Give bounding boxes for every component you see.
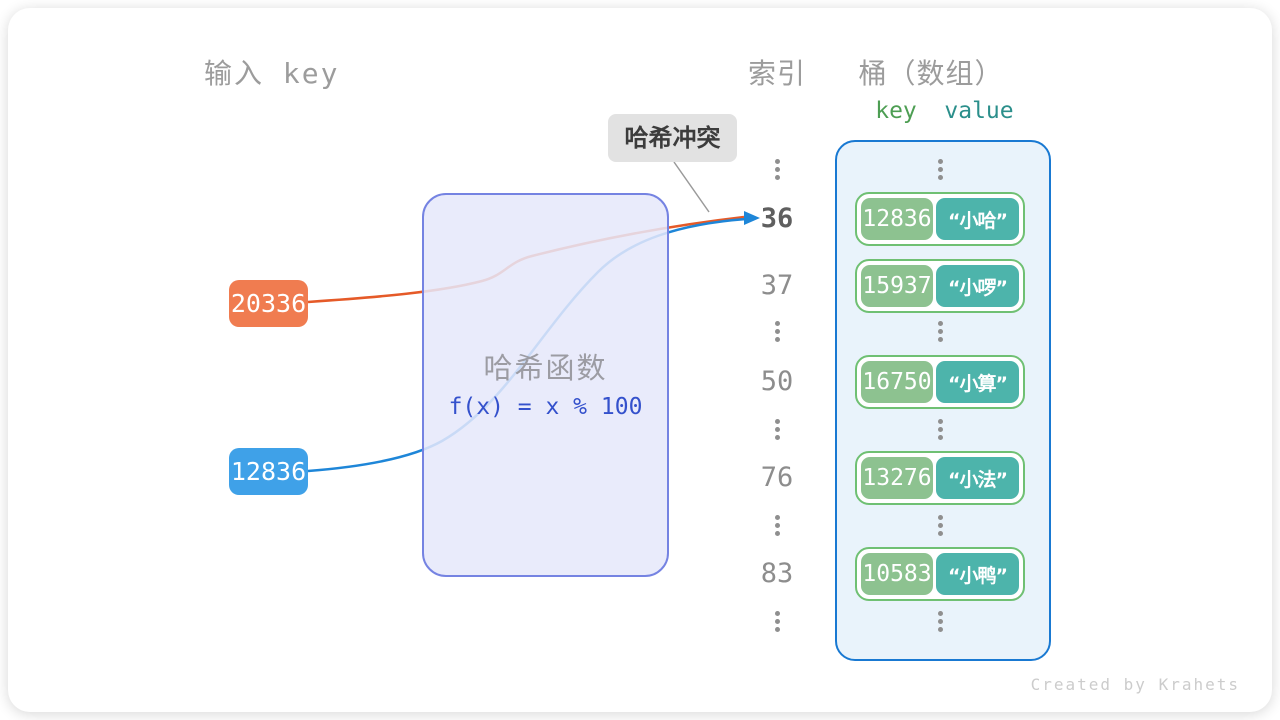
bucket-entry: 12836 “小哈” bbox=[855, 192, 1025, 246]
key-header-label: key bbox=[875, 98, 917, 124]
index-ellipsis-dots bbox=[775, 159, 780, 180]
index-83: 83 bbox=[760, 558, 794, 589]
bucket-ellipsis-dots bbox=[938, 159, 943, 180]
hash-function-formula: f(x) = x % 100 bbox=[448, 394, 643, 420]
index-column-title: 索引 bbox=[747, 57, 806, 90]
input-key-20336: 20336 bbox=[229, 280, 308, 327]
index-ellipsis-dots bbox=[775, 611, 780, 632]
entry-key: 13276 bbox=[861, 457, 933, 499]
entry-value: “小鸭” bbox=[936, 553, 1019, 595]
index-36: 36 bbox=[760, 203, 794, 234]
credit-text: Created by Krahets bbox=[1030, 675, 1240, 694]
bucket-entry: 16750 “小算” bbox=[855, 355, 1025, 409]
entry-key: 12836 bbox=[861, 198, 933, 240]
hash-function-title: 哈希函数 bbox=[483, 351, 608, 385]
bucket-ellipsis-dots bbox=[938, 611, 943, 632]
bucket-ellipsis-dots bbox=[938, 321, 943, 342]
bucket-ellipsis-dots bbox=[938, 419, 943, 440]
entry-value: “小啰” bbox=[936, 265, 1019, 307]
bucket-ellipsis-dots bbox=[938, 515, 943, 536]
bucket-column-title: 桶（数组） bbox=[858, 57, 1004, 90]
index-ellipsis-dots bbox=[775, 515, 780, 536]
index-37: 37 bbox=[760, 270, 794, 301]
index-ellipsis-dots bbox=[775, 419, 780, 440]
value-header-label: value bbox=[944, 98, 1014, 124]
index-76: 76 bbox=[760, 462, 794, 493]
bucket-entry: 10583 “小鸭” bbox=[855, 547, 1025, 601]
entry-key: 15937 bbox=[861, 265, 933, 307]
entry-value: “小算” bbox=[936, 361, 1019, 403]
hash-collision-callout: 哈希冲突 bbox=[608, 114, 737, 162]
entry-value: “小哈” bbox=[936, 198, 1019, 240]
entry-key: 16750 bbox=[861, 361, 933, 403]
index-50: 50 bbox=[760, 366, 794, 397]
bucket-entry: 15937 “小啰” bbox=[855, 259, 1025, 313]
hash-function-box: 哈希函数 f(x) = x % 100 bbox=[422, 193, 669, 577]
input-key-title: 输入 key bbox=[204, 57, 340, 90]
input-key-12836: 12836 bbox=[229, 448, 308, 495]
index-ellipsis-dots bbox=[775, 321, 780, 342]
bucket-entry: 13276 “小法” bbox=[855, 451, 1025, 505]
entry-key: 10583 bbox=[861, 553, 933, 595]
entry-value: “小法” bbox=[936, 457, 1019, 499]
